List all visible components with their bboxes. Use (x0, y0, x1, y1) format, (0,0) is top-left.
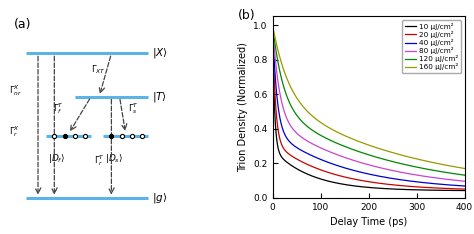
Text: (a): (a) (14, 18, 31, 31)
80 μJ/cm² (292, 129, 297, 132)
160 μJ/cm² (458, 166, 464, 169)
40 μJ/cm² (437, 183, 443, 186)
120 μJ/cm² (343, 146, 349, 148)
Line: 20 μJ/cm²: 20 μJ/cm² (273, 25, 465, 189)
Text: $|T\rangle$: $|T\rangle$ (152, 90, 167, 104)
120 μJ/cm² (462, 174, 467, 177)
20 μJ/cm² (352, 178, 357, 181)
Text: $|D_s\rangle$: $|D_s\rangle$ (105, 152, 123, 165)
40 μJ/cm² (458, 184, 464, 187)
80 μJ/cm² (458, 179, 464, 182)
80 μJ/cm² (270, 24, 275, 26)
120 μJ/cm² (292, 110, 297, 113)
20 μJ/cm² (458, 188, 464, 190)
20 μJ/cm² (437, 187, 443, 190)
80 μJ/cm² (437, 177, 443, 180)
X-axis label: Delay Time (ps): Delay Time (ps) (330, 217, 407, 227)
40 μJ/cm² (343, 167, 349, 170)
80 μJ/cm² (343, 157, 349, 159)
10 μJ/cm² (343, 183, 349, 186)
80 μJ/cm² (462, 180, 467, 183)
120 μJ/cm² (437, 170, 443, 173)
10 μJ/cm² (352, 185, 357, 187)
40 μJ/cm² (352, 169, 357, 172)
Text: $|D_f\rangle$: $|D_f\rangle$ (48, 152, 65, 165)
40 μJ/cm² (303, 151, 309, 154)
Line: 120 μJ/cm²: 120 μJ/cm² (273, 25, 465, 175)
Text: $\Gamma^T_r$: $\Gamma^T_r$ (94, 153, 105, 168)
10 μJ/cm² (303, 172, 309, 175)
Y-axis label: Trion Density (Normalized): Trion Density (Normalized) (238, 42, 248, 172)
160 μJ/cm² (303, 108, 309, 111)
Text: $|X\rangle$: $|X\rangle$ (152, 46, 168, 60)
20 μJ/cm² (343, 176, 349, 179)
10 μJ/cm² (292, 166, 297, 169)
20 μJ/cm² (292, 156, 297, 159)
20 μJ/cm² (462, 188, 467, 190)
120 μJ/cm² (303, 124, 309, 127)
160 μJ/cm² (462, 167, 467, 170)
160 μJ/cm² (343, 135, 349, 138)
Legend: 10 μJ/cm², 20 μJ/cm², 40 μJ/cm², 80 μJ/cm², 120 μJ/cm², 160 μJ/cm²: 10 μJ/cm², 20 μJ/cm², 40 μJ/cm², 80 μJ/c… (402, 20, 461, 73)
10 μJ/cm² (437, 189, 443, 192)
80 μJ/cm² (303, 139, 309, 142)
20 μJ/cm² (303, 162, 309, 165)
Line: 160 μJ/cm²: 160 μJ/cm² (273, 25, 465, 168)
Line: 40 μJ/cm²: 40 μJ/cm² (273, 25, 465, 186)
120 μJ/cm² (458, 173, 464, 176)
40 μJ/cm² (292, 145, 297, 147)
40 μJ/cm² (270, 24, 275, 26)
40 μJ/cm² (462, 185, 467, 187)
160 μJ/cm² (270, 24, 275, 26)
Text: (b): (b) (238, 9, 255, 22)
Text: $\Gamma^T_f$: $\Gamma^T_f$ (53, 102, 64, 117)
Text: $\Gamma^T_s$: $\Gamma^T_s$ (128, 102, 139, 117)
10 μJ/cm² (462, 189, 467, 192)
Text: $|g\rangle$: $|g\rangle$ (152, 190, 167, 205)
120 μJ/cm² (352, 149, 357, 151)
Text: $\Gamma^X_r$: $\Gamma^X_r$ (9, 124, 20, 139)
Text: $\Gamma_{XT}$: $\Gamma_{XT}$ (91, 64, 106, 76)
Line: 10 μJ/cm²: 10 μJ/cm² (273, 25, 465, 190)
20 μJ/cm² (270, 24, 275, 26)
Text: $\Gamma^X_{nr}$: $\Gamma^X_{nr}$ (9, 83, 23, 98)
120 μJ/cm² (270, 24, 275, 26)
10 μJ/cm² (270, 24, 275, 26)
160 μJ/cm² (352, 138, 357, 141)
160 μJ/cm² (437, 163, 443, 165)
10 μJ/cm² (458, 189, 464, 192)
80 μJ/cm² (352, 159, 357, 162)
160 μJ/cm² (292, 93, 297, 95)
Line: 80 μJ/cm²: 80 μJ/cm² (273, 25, 465, 181)
